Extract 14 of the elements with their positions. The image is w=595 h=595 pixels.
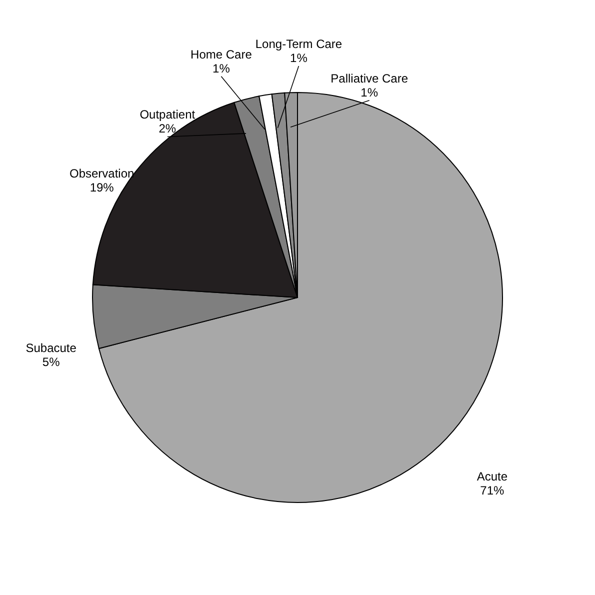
data-label: 1% (360, 85, 378, 100)
slice-label: Palliative Care (330, 71, 408, 86)
data-label: 5% (42, 355, 60, 370)
slice-label: Subacute (26, 341, 77, 356)
data-label: 1% (290, 51, 308, 66)
data-label: 19% (90, 180, 114, 195)
slice-label: Observation (69, 166, 134, 181)
slice-label: Home Care (190, 47, 252, 62)
data-label: 2% (158, 122, 176, 136)
data-label: 1% (212, 61, 230, 76)
slice-label: Outpatient (140, 108, 196, 122)
data-label: 71% (480, 483, 504, 498)
slice-label: Acute (476, 469, 508, 484)
slice-label: Long-Term Care (255, 37, 342, 52)
